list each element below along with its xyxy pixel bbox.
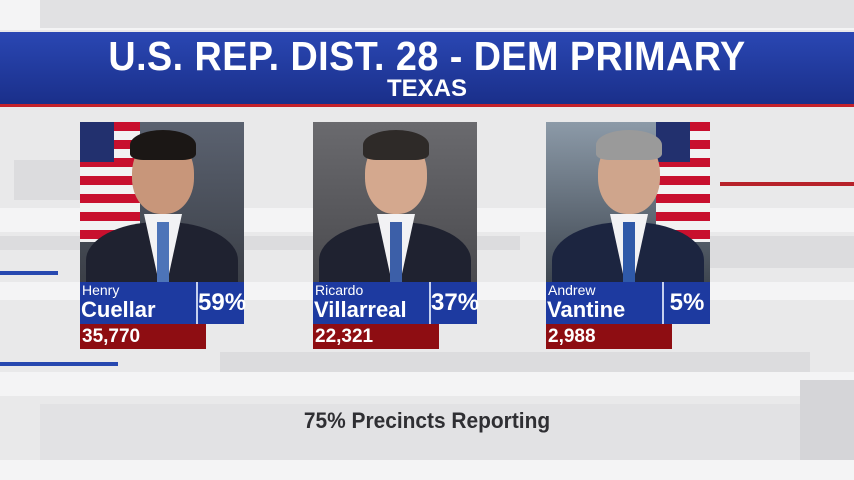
candidate-photo: [546, 122, 710, 282]
vote-count: 35,770: [80, 324, 206, 349]
state-subtitle: TEXAS: [386, 75, 467, 102]
race-title: U.S. REP. DIST. 28 - DEM PRIMARY: [108, 33, 746, 79]
vote-count: 2,988: [546, 324, 672, 349]
last-name: Villarreal: [314, 297, 407, 322]
candidate-card-cuellar: Henry Cuellar 59% 35,770: [80, 122, 246, 349]
first-name: Henry: [82, 282, 120, 298]
red-accent-line: [720, 182, 854, 186]
nameplate: Ricardo Villarreal 37%: [313, 282, 479, 324]
last-name: Cuellar: [81, 297, 156, 322]
blue-accent-line: [0, 362, 118, 366]
vote-percent: 5%: [662, 282, 710, 324]
first-name: Andrew: [548, 282, 596, 298]
candidate-photo: [313, 122, 477, 282]
candidate-card-villarreal: Ricardo Villarreal 37% 22,321: [313, 122, 479, 349]
blue-accent-line: [0, 271, 58, 275]
nameplate: Andrew Vantine 5%: [546, 282, 710, 324]
candidate-photo: [80, 122, 244, 282]
vote-count: 22,321: [313, 324, 439, 349]
nameplate: Henry Cuellar 59%: [80, 282, 246, 324]
first-name: Ricardo: [315, 282, 364, 298]
precincts-reporting: 75% Precincts Reporting: [303, 408, 551, 433]
us-flag-icon: [656, 122, 710, 242]
last-name: Vantine: [547, 297, 626, 322]
vote-percent: 59%: [196, 282, 246, 324]
title-banner: U.S. REP. DIST. 28 - DEM PRIMARY TEXAS: [0, 32, 854, 107]
vote-percent: 37%: [429, 282, 479, 324]
candidate-card-vantine: Andrew Vantine 5% 2,988: [546, 122, 710, 349]
